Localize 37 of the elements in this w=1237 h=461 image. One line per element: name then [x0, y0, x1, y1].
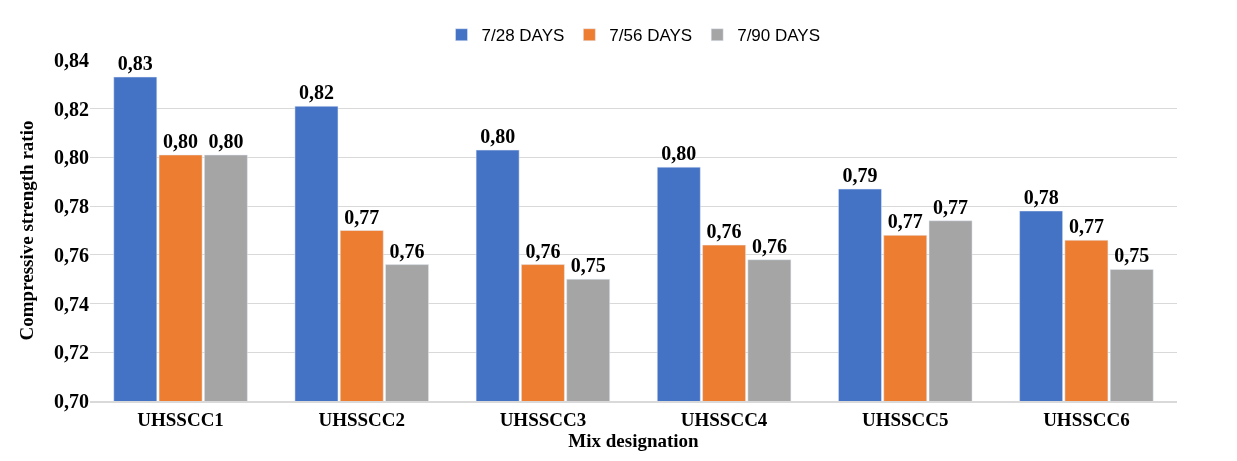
- data-label: 0,76: [389, 239, 425, 262]
- y-tick-label: 0,70: [54, 390, 89, 412]
- x-tick-label: UHSSCC6: [1043, 408, 1130, 430]
- x-tick-label: UHSSCC1: [137, 408, 224, 430]
- y-tick-label: 0,76: [54, 243, 89, 266]
- data-label: 0,76: [706, 220, 742, 243]
- y-tick-label: 0,84: [54, 49, 89, 71]
- x-axis-title: Mix designation: [568, 429, 700, 451]
- x-tick-label: UHSSCC2: [318, 408, 406, 430]
- data-label: 0,83: [117, 52, 153, 75]
- data-label: 0,77: [1068, 215, 1104, 238]
- x-tick-label: UHSSCC4: [680, 408, 768, 430]
- data-label: 0,77: [887, 210, 923, 233]
- legend-label: 7/90 DAYS: [737, 26, 821, 46]
- y-tick-label: 0,78: [54, 195, 89, 218]
- data-label: 0,76: [751, 234, 787, 257]
- data-label: 0,80: [208, 129, 244, 152]
- data-label: 0,77: [344, 205, 380, 228]
- y-axis-title: Compressive strength ratio: [15, 120, 37, 341]
- data-label: 0,75: [570, 254, 606, 277]
- y-tick-label: 0,80: [54, 146, 89, 169]
- data-label: 0,79: [842, 164, 878, 187]
- data-label: 0,80: [661, 142, 697, 165]
- y-tick-label: 0,82: [54, 97, 89, 120]
- legend-label: 7/28 DAYS: [481, 26, 565, 46]
- data-label: 0,80: [163, 129, 199, 152]
- data-label: 0,75: [1114, 244, 1150, 267]
- data-label: 0,82: [298, 81, 334, 104]
- data-label: 0,80: [480, 125, 516, 148]
- legend-label: 7/56 DAYS: [609, 26, 693, 46]
- y-tick-label: 0,72: [54, 341, 89, 364]
- data-label: 0,78: [1023, 186, 1059, 209]
- data-label: 0,76: [525, 239, 561, 262]
- y-tick-label: 0,74: [54, 292, 89, 315]
- x-tick-label: UHSSCC3: [499, 408, 587, 430]
- x-tick-label: UHSSCC5: [861, 408, 949, 430]
- data-label: 0,77: [933, 195, 969, 218]
